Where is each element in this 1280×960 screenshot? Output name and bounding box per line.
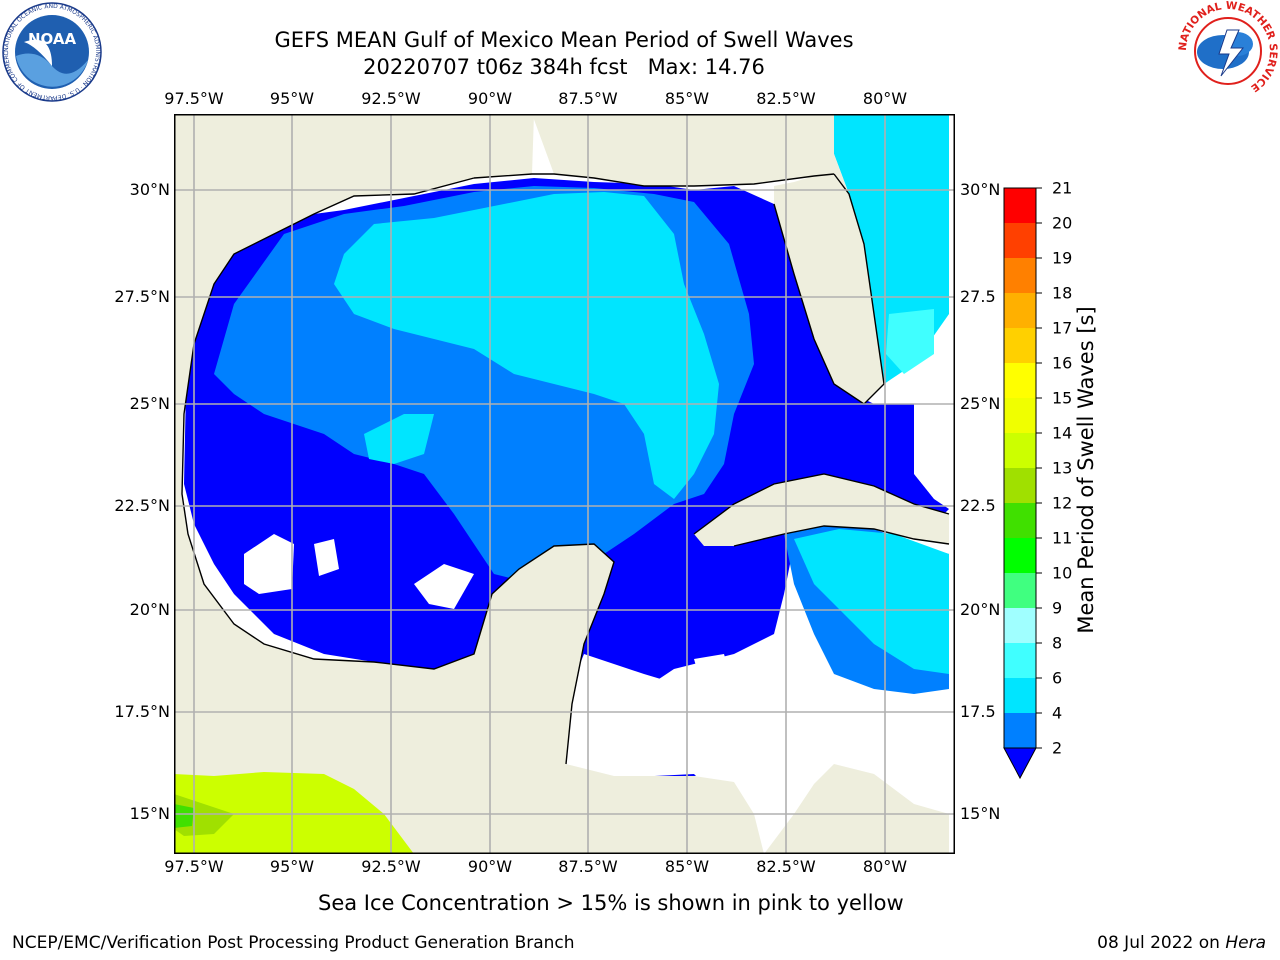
credit-text: NCEP/EMC/Verification Post Processing Pr… bbox=[12, 933, 575, 953]
lon-tick-top: 87.5°W bbox=[558, 89, 618, 108]
colorbar-tick-label: 13 bbox=[1052, 458, 1073, 478]
colorbar-extend-triangle bbox=[1003, 747, 1037, 780]
svg-text:NOAA: NOAA bbox=[28, 30, 77, 48]
colorbar-tick-label: 17 bbox=[1052, 318, 1073, 338]
lon-tick-bottom: 80°W bbox=[862, 857, 908, 876]
colorbar-segment bbox=[1004, 538, 1036, 574]
colorbar-segment bbox=[1004, 503, 1036, 539]
colorbar-segment bbox=[1004, 328, 1036, 364]
map-frame bbox=[174, 114, 955, 854]
colorbar-segment bbox=[1004, 188, 1036, 224]
colorbar-segment bbox=[1004, 398, 1036, 434]
lon-tick-bottom: 87.5°W bbox=[558, 857, 618, 876]
lon-tick-bottom: 92.5°W bbox=[361, 857, 421, 876]
lon-tick-top: 92.5°W bbox=[361, 89, 421, 108]
colorbar-tick-label: 10 bbox=[1052, 563, 1073, 583]
colorbar-tick-label: 8 bbox=[1052, 633, 1063, 653]
colorbar-tick-label: 4 bbox=[1052, 703, 1063, 723]
colorbar-segment bbox=[1004, 573, 1036, 609]
lon-tick-bottom: 85°W bbox=[664, 857, 710, 876]
map-gridlines bbox=[174, 114, 955, 854]
colorbar-label: Mean Period of Swell Waves [s] bbox=[1074, 306, 1098, 634]
sea-ice-region bbox=[174, 772, 414, 854]
host-name: Hera bbox=[1225, 933, 1266, 953]
colorbar-segment bbox=[1004, 363, 1036, 399]
colorbar-tick-label: 21 bbox=[1052, 178, 1073, 198]
colorbar-segment bbox=[1004, 293, 1036, 329]
lon-tick-bottom: 95°W bbox=[269, 857, 315, 876]
coastlines bbox=[181, 173, 950, 765]
colorbar-tick-label: 9 bbox=[1052, 598, 1063, 618]
colorbar-segment bbox=[1004, 468, 1036, 504]
lat-tick-left: 25°N bbox=[129, 394, 170, 413]
lon-tick-bottom: 97.5°W bbox=[164, 857, 224, 876]
nws-logo: NATIONAL WEATHER SERVICE bbox=[1177, 0, 1279, 101]
lon-tick-top: 82.5°W bbox=[756, 89, 816, 108]
colorbar-segment bbox=[1004, 223, 1036, 259]
lat-tick-right: 22.5 bbox=[960, 496, 996, 515]
swell-period-field bbox=[184, 114, 949, 779]
colorbar-segment bbox=[1004, 643, 1036, 679]
lon-tick-top: 85°W bbox=[664, 89, 710, 108]
colorbar-tick-label: 16 bbox=[1052, 353, 1073, 373]
colorbar-tick-label: 6 bbox=[1052, 668, 1063, 688]
lat-tick-right: 25°N bbox=[960, 394, 1001, 413]
colorbar-tick-label: 11 bbox=[1052, 528, 1073, 548]
colorbar bbox=[1003, 187, 1042, 780]
colorbar-tick-label: 20 bbox=[1052, 213, 1073, 233]
lon-tick-bottom: 90°W bbox=[467, 857, 513, 876]
lat-tick-left: 15°N bbox=[129, 804, 170, 823]
sea-ice-note: Sea Ice Concentration > 15% is shown in … bbox=[318, 891, 904, 915]
gulf-of-mexico-map bbox=[174, 114, 955, 854]
lat-tick-right: 20°N bbox=[960, 600, 1001, 619]
colorbar-tick-label: 12 bbox=[1052, 493, 1073, 513]
lon-tick-top: 90°W bbox=[467, 89, 513, 108]
lat-tick-left: 30°N bbox=[129, 180, 170, 199]
footer-date: 08 Jul 2022 on Hera bbox=[1097, 933, 1266, 953]
lat-tick-right: 27.5 bbox=[960, 287, 996, 306]
lon-tick-top: 95°W bbox=[269, 89, 315, 108]
lat-tick-right: 15°N bbox=[960, 804, 1001, 823]
colorbar-tick-label: 15 bbox=[1052, 388, 1073, 408]
lat-tick-left: 17.5°N bbox=[114, 702, 170, 721]
colorbar-segment bbox=[1004, 608, 1036, 644]
map-title: GEFS MEAN Gulf of Mexico Mean Period of … bbox=[274, 28, 854, 52]
lon-tick-top: 97.5°W bbox=[164, 89, 224, 108]
lat-tick-right: 30°N bbox=[960, 180, 1001, 199]
lat-tick-left: 22.5°N bbox=[114, 496, 170, 515]
colorbar-tick-label: 19 bbox=[1052, 248, 1073, 268]
lon-tick-top: 80°W bbox=[862, 89, 908, 108]
lon-tick-bottom: 82.5°W bbox=[756, 857, 816, 876]
lat-tick-left: 20°N bbox=[129, 600, 170, 619]
colorbar-segment bbox=[1004, 678, 1036, 714]
map-subtitle: 20220707 t06z 384h fcst Max: 14.76 bbox=[363, 55, 765, 79]
colorbar-tick-label: 2 bbox=[1052, 738, 1063, 758]
lat-tick-left: 27.5°N bbox=[114, 287, 170, 306]
lat-tick-right: 17.5 bbox=[960, 702, 996, 721]
colorbar-segment bbox=[1004, 713, 1036, 749]
colorbar-tick-label: 14 bbox=[1052, 423, 1073, 443]
colorbar-segment bbox=[1004, 433, 1036, 469]
colorbar-segment bbox=[1004, 258, 1036, 294]
colorbar-tick-label: 18 bbox=[1052, 283, 1073, 303]
noaa-logo: NATIONAL OCEANIC AND ATMOSPHERIC ADMINIS… bbox=[2, 2, 102, 102]
